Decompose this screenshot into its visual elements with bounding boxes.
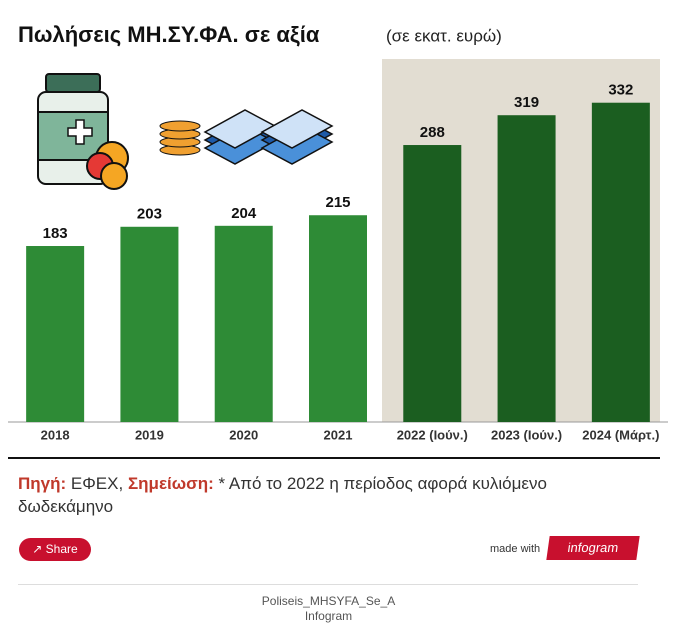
footer-note: Πηγή: ΕΦΕΧ, Σημείωση: * Από το 2022 η πε… xyxy=(18,472,618,518)
bar xyxy=(591,102,650,422)
bar xyxy=(497,115,556,422)
x-tick-label: 2018 xyxy=(41,427,70,442)
x-tick-label: 2021 xyxy=(324,427,353,442)
source: ΕΦΕΧ, xyxy=(70,474,124,493)
divider xyxy=(18,584,638,585)
x-tick-label: 2020 xyxy=(229,427,258,442)
value-label: 215 xyxy=(325,194,350,211)
bar xyxy=(120,226,179,422)
value-label: 332 xyxy=(608,82,633,99)
x-tick-label: 2022 (Ιούν.) xyxy=(397,427,468,442)
x-tick-label: 2024 (Μάρτ.) xyxy=(582,427,659,442)
pill-icon xyxy=(37,73,129,190)
share-label: Share xyxy=(45,542,78,556)
note: * Από το 2022 η περίοδος αφορά κυλιόμενο… xyxy=(18,474,547,516)
chart-subtitle: (σε εκατ. ευρώ) xyxy=(386,26,502,45)
brand-logo[interactable]: infogram xyxy=(546,536,640,560)
bar xyxy=(26,246,85,422)
share-button[interactable]: ↗ Share xyxy=(19,538,91,561)
chart: Πωλήσεις ΜΗ.ΣΥ.ΦΑ. σε αξία (σε εκατ. ευρ… xyxy=(8,22,668,459)
money-icon xyxy=(159,109,334,165)
bar xyxy=(403,145,462,422)
note-label: Σημείωση: xyxy=(127,474,214,493)
chart-title: Πωλήσεις ΜΗ.ΣΥ.ΦΑ. σε αξία xyxy=(18,22,320,47)
x-tick-label: 2023 (Ιούν.) xyxy=(491,427,562,442)
bar xyxy=(214,225,273,422)
value-label: 288 xyxy=(420,124,445,141)
x-tick-label: 2019 xyxy=(135,427,164,442)
value-label: 319 xyxy=(514,94,539,111)
value-label: 204 xyxy=(231,205,257,222)
value-label: 183 xyxy=(43,225,68,242)
value-label: 203 xyxy=(137,206,162,223)
made-with: made with xyxy=(490,543,541,555)
file-name: Poliseis_MHSYFA_Se_A xyxy=(261,594,396,608)
source-label: Πηγή: xyxy=(18,474,67,493)
bar xyxy=(309,215,367,422)
provider: Infogram xyxy=(304,609,353,623)
